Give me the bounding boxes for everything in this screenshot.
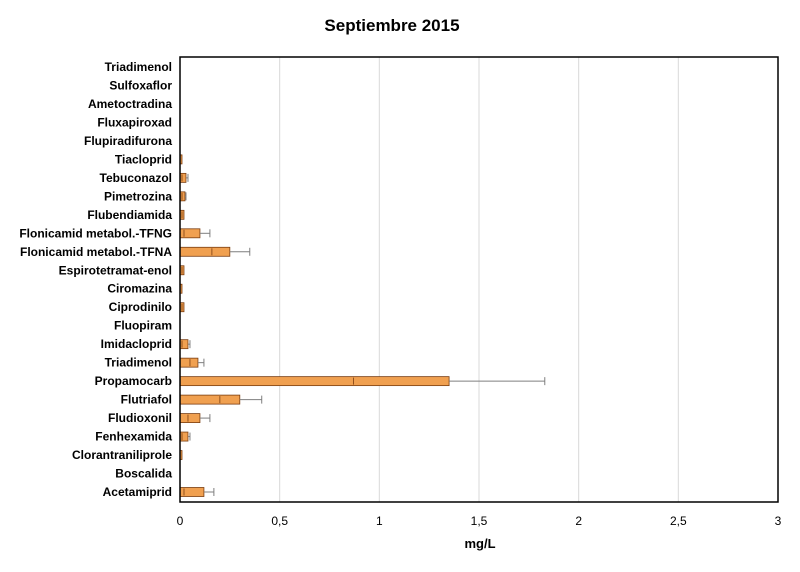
category-label: Ciprodinilo: [109, 300, 172, 314]
category-label: Clorantraniliprole: [72, 448, 172, 462]
category-label: Flubendiamida: [87, 208, 172, 222]
plot-frame: [179, 56, 779, 503]
x-tick-label: 1: [376, 514, 383, 528]
category-label: Acetamiprid: [103, 485, 172, 499]
category-label: Flutriafol: [121, 393, 172, 407]
category-label: Fenhexamida: [95, 430, 172, 444]
category-label: Pimetrozina: [104, 189, 172, 203]
category-label: Flupiradifurona: [84, 134, 172, 148]
category-label: Tiacloprid: [115, 152, 172, 166]
x-tick-labels: 0 0,5 1 1,5 2 2,5 3: [177, 514, 782, 528]
category-label: Ametoctradina: [88, 97, 172, 111]
category-labels: Triadimenol Sulfoxaflor Ametoctradina Fluxa…: [19, 60, 172, 499]
category-label: Fludioxonil: [108, 411, 172, 425]
category-label: Propamocarb: [95, 374, 172, 388]
bar: [179, 376, 450, 387]
x-tick-label: 2,5: [670, 514, 687, 528]
bar: [179, 357, 199, 368]
x-tick-label: 3: [775, 514, 782, 528]
bar: [179, 246, 231, 257]
category-label: Fluxapiroxad: [97, 115, 172, 129]
x-tick-label: 1,5: [471, 514, 488, 528]
bar: [179, 228, 201, 239]
grid-lines: [279, 57, 679, 502]
category-label: Tebuconazol: [100, 171, 172, 185]
category-label: Boscalida: [115, 467, 172, 481]
bar: [179, 339, 189, 350]
category-label: Flonicamid metabol.-TFNG: [19, 226, 172, 240]
bar: [179, 394, 241, 405]
x-axis-title: mg/L: [464, 536, 495, 551]
x-tick-label: 0,5: [271, 514, 288, 528]
category-label: Ciromazina: [107, 282, 172, 296]
category-label: Triadimenol: [105, 60, 172, 74]
category-label: Imidacloprid: [101, 337, 172, 351]
category-label: Sulfoxaflor: [109, 78, 172, 92]
category-label: Flonicamid metabol.-TFNA: [20, 245, 172, 259]
bar: [179, 413, 201, 423]
x-tick-label: 0: [177, 514, 184, 528]
category-label: Fluopiram: [114, 319, 172, 333]
category-label: Triadimenol: [105, 356, 172, 370]
bars: [179, 154, 546, 497]
x-tick-label: 2: [575, 514, 582, 528]
chart-title: Septiembre 2015: [324, 16, 459, 35]
category-label: Espirotetramat-enol: [59, 263, 172, 277]
bar: [179, 172, 187, 183]
bar: [179, 431, 189, 442]
